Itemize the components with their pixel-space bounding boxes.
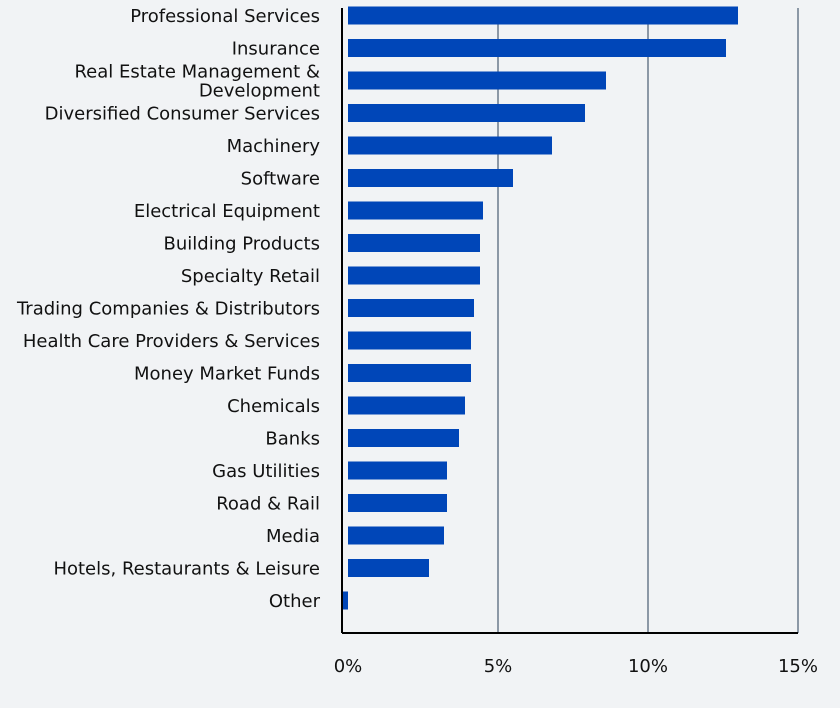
bar-18 [342, 591, 348, 610]
category-label-14: Gas Utilities [212, 461, 320, 482]
category-label-2: Real Estate Management & Development [74, 62, 320, 102]
category-label-11: Money Market Funds [134, 364, 320, 385]
category-label-8: Specialty Retail [181, 266, 320, 287]
category-label-1: Insurance [232, 39, 320, 60]
bar-13 [348, 429, 459, 447]
bar-5 [348, 169, 513, 187]
category-label-4: Machinery [227, 136, 321, 157]
category-label-15: Road & Rail [216, 494, 320, 515]
category-label-0: Professional Services [130, 6, 320, 27]
x-tick-label-2: 10% [628, 656, 668, 677]
category-label-10: Health Care Providers & Services [23, 331, 320, 352]
bar-1 [348, 39, 726, 57]
category-label-3: Diversified Consumer Services [45, 104, 320, 125]
category-label-7: Building Products [164, 234, 320, 255]
category-label-16: Media [266, 526, 320, 547]
bar-11 [348, 364, 471, 382]
bar-10 [348, 331, 471, 350]
x-tick-label-0: 0% [334, 656, 363, 677]
category-label-9: Trading Companies & Distributors [16, 299, 320, 320]
category-label-6: Electrical Equipment [134, 201, 320, 222]
category-label-5: Software [241, 169, 320, 190]
x-tick-label-1: 5% [484, 656, 513, 677]
bar-7 [348, 234, 480, 252]
bar-2 [348, 71, 606, 90]
bar-12 [348, 396, 465, 415]
bar-6 [348, 201, 483, 220]
bar-15 [348, 494, 447, 512]
x-tick-label-3: 15% [778, 656, 818, 677]
bar-3 [348, 104, 585, 122]
bar-16 [348, 526, 444, 545]
bar-0 [348, 6, 738, 25]
bar-4 [348, 136, 552, 155]
category-label-17: Hotels, Restaurants & Leisure [53, 559, 320, 580]
bar-8 [348, 266, 480, 285]
bar-9 [348, 299, 474, 317]
category-label-18: Other [269, 591, 321, 612]
bar-14 [348, 461, 447, 480]
bar-17 [348, 559, 429, 577]
category-label-13: Banks [265, 429, 320, 450]
category-label-12: Chemicals [227, 396, 320, 417]
